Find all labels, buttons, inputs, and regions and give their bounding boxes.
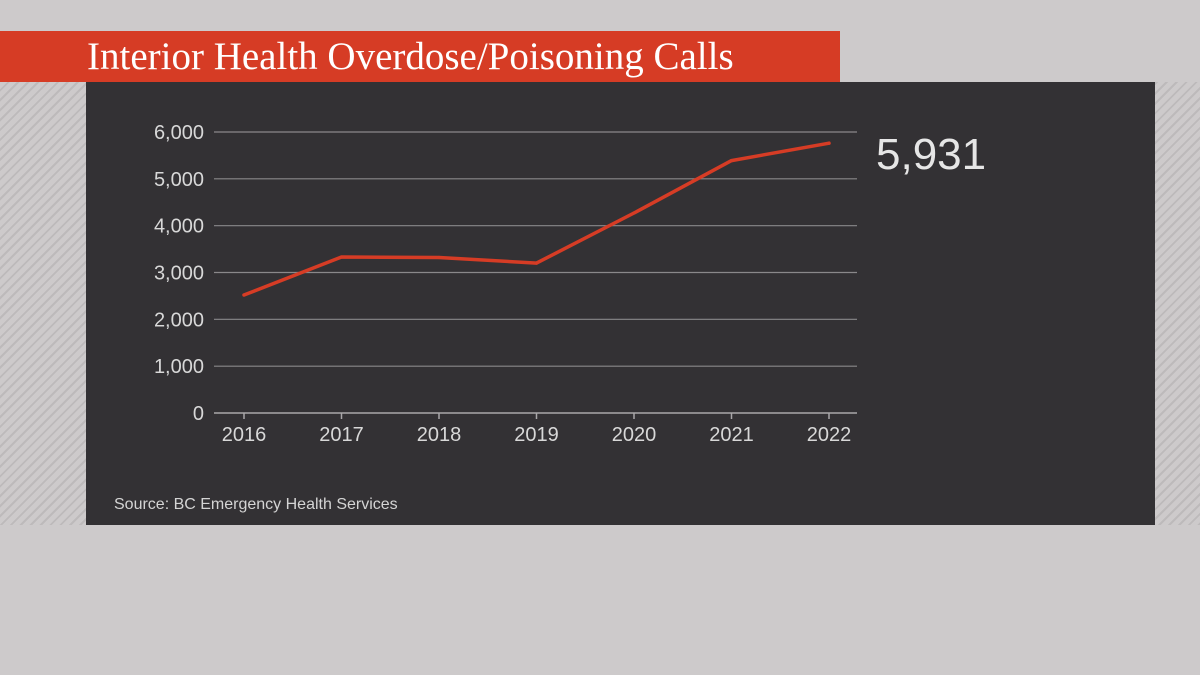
y-tick-label: 6,000 (154, 122, 204, 144)
data-point (437, 255, 441, 260)
series-layer (242, 141, 831, 297)
source-note: Source: BC Emergency Health Services (114, 496, 398, 513)
chart-title: Interior Health Overdose/Poisoning Calls (87, 35, 734, 78)
latest-value-callout: 5,931 (876, 130, 987, 179)
x-tick-label: 2022 (807, 424, 852, 446)
data-point (242, 293, 246, 297)
x-tick-label: 2021 (709, 424, 754, 446)
x-tick-label: 2017 (319, 424, 364, 446)
data-point (339, 255, 344, 259)
data-point (534, 261, 539, 265)
data-point (729, 158, 734, 163)
y-axis-ticks: 0 1,000 2,000 3,000 4,000 5,000 6,000 (154, 122, 204, 425)
y-tick-label: 0 (193, 403, 204, 425)
gridlines (214, 131, 857, 419)
y-tick-label: 3,000 (154, 263, 204, 285)
x-tick-label: 2020 (612, 424, 657, 446)
y-tick-label: 4,000 (154, 216, 204, 238)
x-tick-label: 2019 (514, 424, 559, 446)
y-tick-label: 2,000 (154, 309, 204, 331)
y-tick-label: 5,000 (154, 169, 204, 191)
data-point (632, 211, 636, 215)
data-point (827, 141, 831, 145)
x-tick-label: 2016 (222, 424, 267, 446)
x-axis-ticks: 2016 2017 2018 2019 2020 2021 2022 (222, 424, 852, 446)
chart-panel (86, 82, 1155, 525)
y-tick-label: 1,000 (154, 356, 204, 378)
title-bar (0, 31, 840, 82)
x-tick-label: 2018 (417, 424, 462, 446)
